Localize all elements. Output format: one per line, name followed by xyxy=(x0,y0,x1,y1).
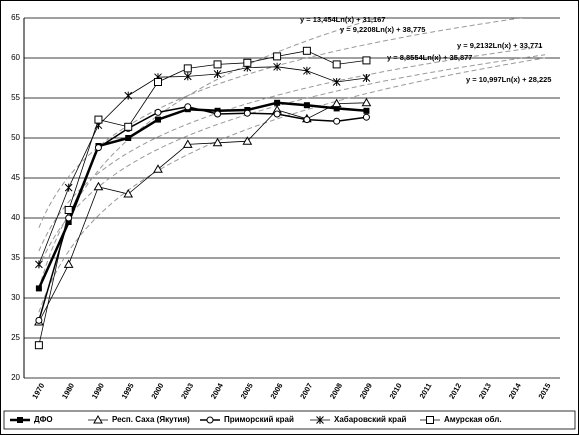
marker xyxy=(212,137,223,147)
y-tick-label: 30 xyxy=(11,293,20,302)
legend-label: ДФО xyxy=(34,415,53,424)
marker xyxy=(206,416,214,424)
trend-line xyxy=(38,45,546,252)
plot-area xyxy=(38,18,546,313)
marker xyxy=(182,139,193,148)
y-tick-label: 40 xyxy=(11,213,20,222)
marker xyxy=(273,52,282,61)
marker xyxy=(94,144,102,152)
marker xyxy=(213,70,222,78)
marker xyxy=(35,260,43,269)
marker xyxy=(331,98,342,108)
marker xyxy=(333,105,340,112)
marker xyxy=(63,259,74,268)
series-line xyxy=(38,106,367,321)
marker xyxy=(34,341,43,350)
trend-equation: y = 9,2132Ln(x) + 33,771 xyxy=(457,41,542,50)
y-tick-label: 65 xyxy=(11,13,20,22)
marker xyxy=(426,416,434,424)
marker xyxy=(243,109,251,117)
trend-line xyxy=(38,54,546,268)
marker xyxy=(154,78,162,86)
marker xyxy=(214,110,222,118)
trend-equation: y = 8,8554Ln(x) + 35,877 xyxy=(387,53,472,62)
y-tick-label: 50 xyxy=(11,133,20,142)
marker xyxy=(125,135,132,141)
trend-line xyxy=(38,57,546,313)
marker xyxy=(93,181,104,191)
marker xyxy=(361,97,372,107)
y-tick-label: 20 xyxy=(11,373,20,382)
marker xyxy=(65,219,72,225)
marker xyxy=(243,58,252,67)
trend-equation: y = 10,997Ln(x) + 28,225 xyxy=(466,75,551,84)
marker xyxy=(123,188,134,198)
y-tick-label: 55 xyxy=(11,93,20,102)
y-tick-label: 60 xyxy=(11,53,20,62)
legend-label: Амурская обл. xyxy=(444,415,502,424)
marker xyxy=(64,183,73,192)
legend-label: Респ. Саха (Якутия) xyxy=(112,415,190,424)
marker xyxy=(242,136,253,145)
y-tick-label: 25 xyxy=(11,333,20,342)
marker xyxy=(64,206,73,214)
marker xyxy=(93,414,103,424)
marker xyxy=(333,117,341,125)
trend-line xyxy=(38,18,525,228)
trend-equation: y = 9,2208Ln(x) + 38,775 xyxy=(340,25,425,34)
marker xyxy=(303,66,311,75)
marker xyxy=(332,60,341,69)
marker xyxy=(35,285,42,292)
marker xyxy=(273,110,281,118)
marker xyxy=(274,99,281,106)
marker xyxy=(124,122,133,131)
marker xyxy=(302,46,311,55)
marker xyxy=(303,102,310,109)
legend-box xyxy=(3,410,576,430)
marker xyxy=(124,91,133,100)
marker xyxy=(183,64,192,73)
marker xyxy=(332,78,341,86)
marker xyxy=(273,62,281,71)
marker xyxy=(213,60,222,69)
marker xyxy=(183,72,192,81)
trend-line xyxy=(38,18,380,289)
marker xyxy=(155,116,161,123)
y-tick-label: 35 xyxy=(11,253,20,262)
legend-label: Хабаровский край xyxy=(334,415,407,424)
trend-equation: y = 13,454Ln(x) + 31,167 xyxy=(300,15,385,24)
marker xyxy=(362,74,371,82)
marker xyxy=(362,56,371,65)
marker xyxy=(154,108,162,116)
marker xyxy=(17,417,23,423)
series-line xyxy=(38,102,367,323)
marker xyxy=(303,116,311,124)
marker xyxy=(65,214,73,222)
marker xyxy=(362,113,370,121)
marker xyxy=(316,416,324,424)
legend-label: Приморский край xyxy=(224,415,294,424)
marker xyxy=(35,316,43,324)
marker xyxy=(363,107,370,114)
y-tick-label: 45 xyxy=(11,173,20,182)
series-line xyxy=(38,50,367,346)
marker xyxy=(153,164,163,173)
marker xyxy=(94,115,103,124)
marker xyxy=(184,103,192,111)
